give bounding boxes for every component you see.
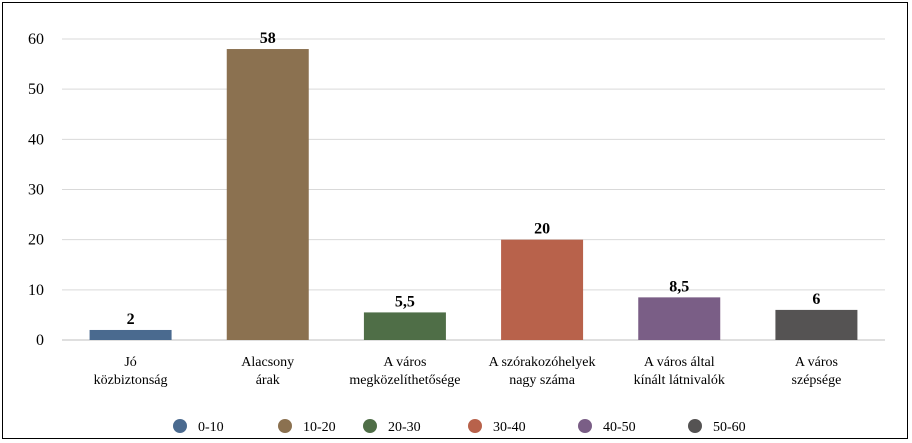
bar — [226, 49, 309, 341]
x-tick-label: A város által — [644, 355, 715, 370]
data-label: 6 — [812, 291, 820, 308]
bar — [89, 329, 172, 340]
data-label: 8,5 — [669, 278, 689, 295]
y-tick-label: 10 — [28, 282, 44, 299]
legend-marker — [468, 419, 482, 433]
legend-marker — [278, 419, 292, 433]
y-tick-label: 20 — [28, 232, 44, 249]
x-tick-label: A város — [383, 355, 426, 370]
y-tick-label: 40 — [28, 131, 44, 148]
bar — [638, 297, 721, 340]
legend-marker — [578, 419, 592, 433]
legend-label: 30-40 — [493, 420, 526, 435]
legend-marker — [173, 419, 187, 433]
legend-label: 0-10 — [198, 420, 224, 435]
bar — [775, 309, 858, 340]
data-label: 5,5 — [395, 293, 415, 310]
legend-label: 50-60 — [713, 420, 746, 435]
chart-frame — [2, 2, 908, 439]
x-tick-label: kínált látnivalók — [634, 373, 725, 388]
bar — [501, 239, 584, 340]
data-label: 2 — [127, 311, 135, 328]
legend-marker — [363, 419, 377, 433]
x-tick-label: közbiztonság — [94, 373, 168, 388]
data-label: 58 — [260, 30, 276, 47]
x-tick-label: A szórakozóhelyek — [489, 355, 596, 370]
y-tick-label: 60 — [28, 31, 44, 48]
bar — [363, 312, 446, 340]
x-tick-label: szépsége — [792, 373, 842, 388]
legend-label: 20-30 — [388, 420, 421, 435]
legend-label: 10-20 — [303, 420, 336, 435]
data-label: 20 — [534, 221, 550, 238]
y-tick-label: 30 — [28, 182, 44, 199]
x-tick-label: A város — [795, 355, 838, 370]
y-tick-label: 50 — [28, 81, 44, 98]
y-tick-label: 0 — [36, 332, 44, 349]
x-tick-label: megközelíthetősége — [349, 373, 460, 388]
legend-marker — [688, 419, 702, 433]
x-tick-label: nagy száma — [509, 373, 575, 388]
x-tick-label: Alacsony — [241, 355, 294, 370]
x-tick-label: Jó — [124, 355, 136, 370]
legend-label: 40-50 — [603, 420, 636, 435]
x-tick-label: árak — [256, 373, 280, 388]
